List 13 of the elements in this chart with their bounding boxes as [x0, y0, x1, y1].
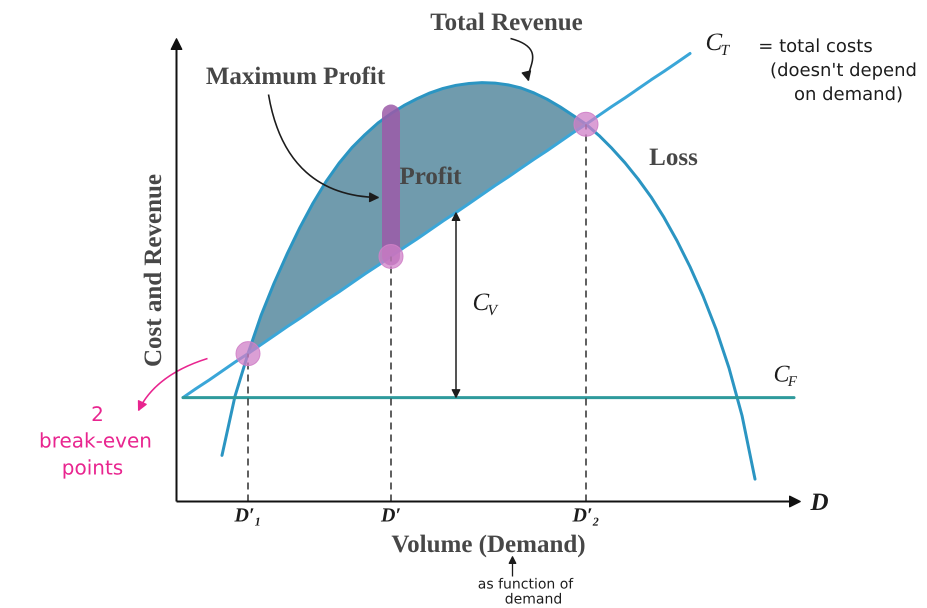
annotation: = total costs (doesn't depend on demand) — [758, 36, 917, 105]
annotation: Maximum Profit — [206, 63, 386, 90]
text: as function of demand — [478, 576, 574, 608]
annotation: Profit — [399, 163, 462, 190]
x-tick-label: D′₂ — [571, 504, 600, 526]
x-tick-label: D′₁ — [233, 504, 262, 526]
text: Total Revenue — [430, 9, 583, 36]
annotation: Loss — [649, 144, 698, 171]
text: D — [810, 489, 829, 516]
x-axis-title: Volume (Demand) — [391, 531, 586, 558]
x-tick-label: D′ — [380, 504, 402, 526]
y-axis-title: Cost and Revenue — [140, 174, 167, 368]
text: 2 break-even points — [39, 402, 152, 480]
